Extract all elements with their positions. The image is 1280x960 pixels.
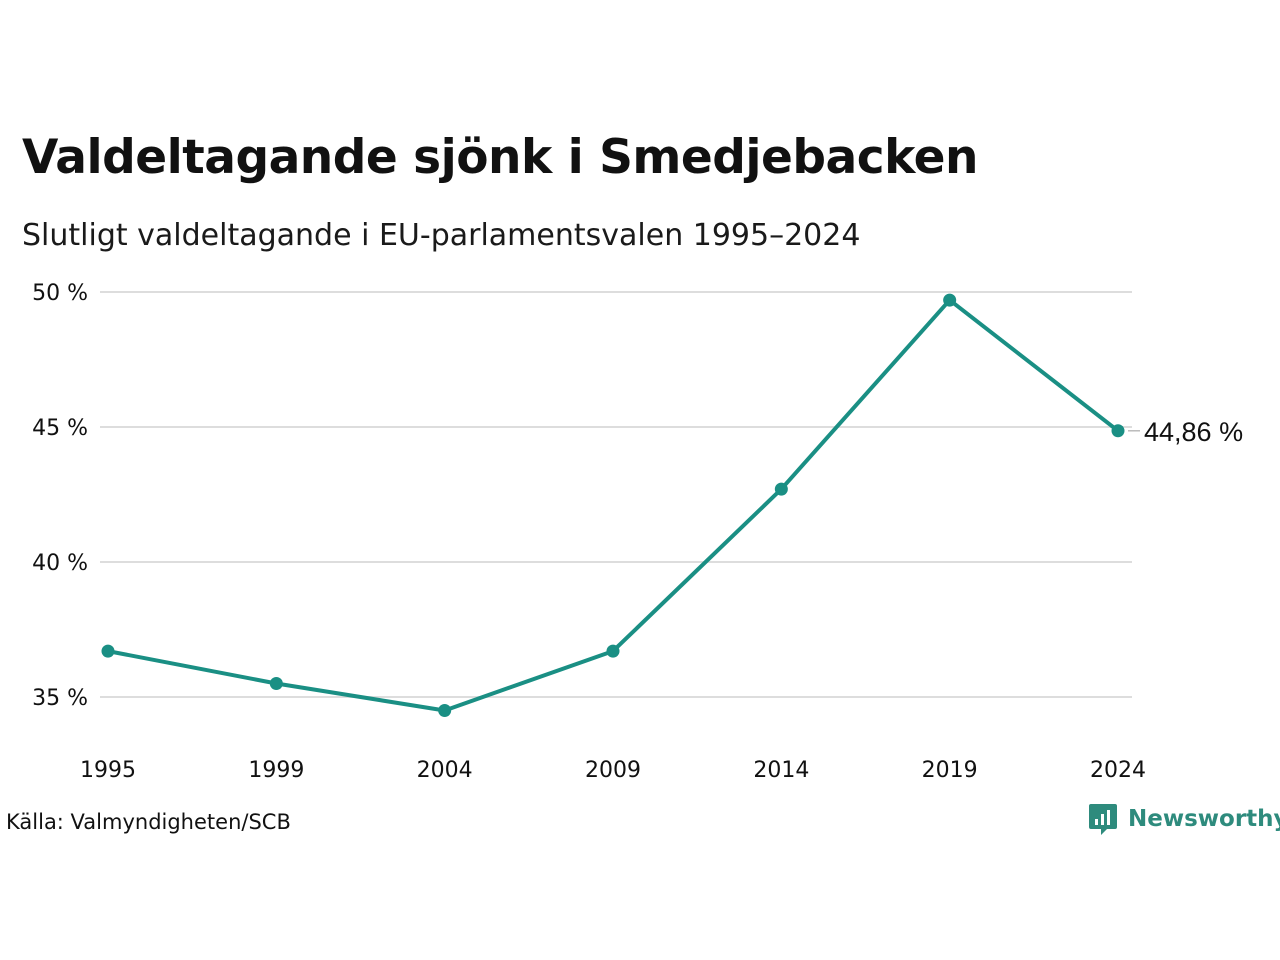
chart-title: Valdeltagande sjönk i Smedjebacken [22, 130, 978, 185]
x-tick-label: 2004 [417, 758, 473, 783]
data-point [943, 293, 957, 307]
source-note: Källa: Valmyndigheten/SCB [6, 810, 291, 834]
data-point [269, 677, 283, 690]
x-tick-label: 1999 [248, 758, 304, 783]
x-tick-label: 1995 [80, 758, 136, 783]
x-tick-label: 2014 [753, 758, 809, 783]
data-point [1111, 424, 1125, 438]
chart-subtitle: Slutligt valdeltagande i EU-parlamentsva… [22, 218, 861, 253]
brand: Newsworthy [1088, 802, 1280, 836]
data-points [101, 293, 1125, 717]
data-point [774, 482, 788, 496]
y-tick-label: 50 % [32, 281, 88, 306]
data-point [101, 644, 115, 658]
x-tick-label: 2019 [922, 758, 978, 783]
x-tick-label: 2024 [1090, 758, 1146, 783]
brand-name: Newsworthy [1128, 806, 1280, 832]
data-point [438, 704, 452, 717]
end-value-label: 44,86 % [1144, 417, 1243, 447]
x-tick-label: 2009 [585, 758, 641, 783]
y-axis-tick-labels: 35 % 40 % 45 % 50 % [32, 281, 88, 711]
end-label-group: 44,86 % [1128, 417, 1243, 447]
data-point [606, 644, 620, 658]
y-tick-label: 35 % [32, 686, 88, 711]
y-tick-label: 40 % [32, 551, 88, 576]
x-axis-tick-labels: 1995 1999 2004 2009 2014 2019 2024 [80, 758, 1146, 783]
newsworthy-logo-icon [1089, 804, 1117, 835]
y-tick-label: 45 % [32, 416, 88, 441]
gridlines [100, 291, 1132, 698]
